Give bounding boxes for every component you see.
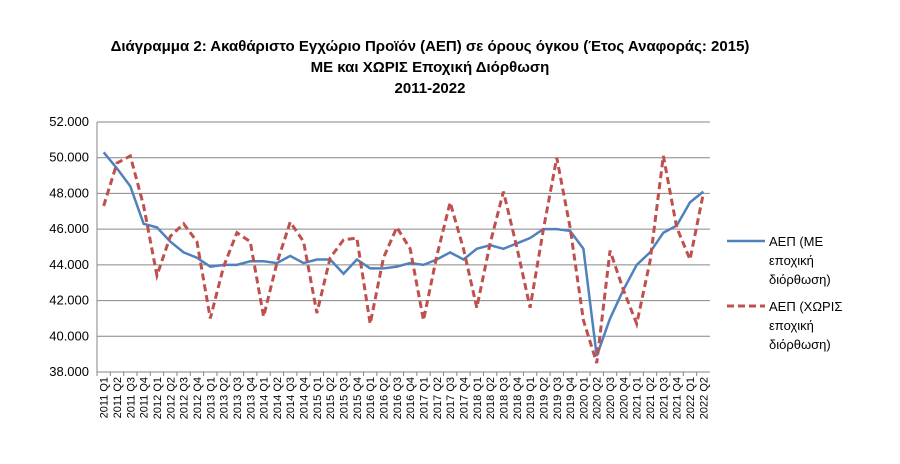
legend-label: ΑΕΠ (ΧΩΡΙΣ εποχική διόρθωση)	[769, 299, 843, 352]
x-tick-label: 2013 Q4	[245, 377, 257, 419]
x-tick-label: 2022 Q1	[685, 377, 697, 419]
legend-swatch	[727, 239, 765, 243]
x-tick-label: 2017 Q2	[432, 377, 444, 419]
x-tick-label: 2016 Q3	[392, 377, 404, 419]
legend-label: ΑΕΠ (ΜΕ εποχική διόρθωση)	[769, 234, 831, 287]
y-tick-label: 50.000	[49, 150, 89, 165]
x-tick-label: 2018 Q1	[472, 377, 484, 419]
y-tick-label: 38.000	[49, 364, 89, 379]
x-tick-label: 2018 Q4	[512, 377, 524, 419]
x-tick-label: 2011 Q2	[112, 377, 124, 418]
x-tick-label: 2022 Q2	[698, 377, 710, 419]
x-tick-label: 2015 Q4	[352, 377, 364, 419]
x-tick-label: 2021 Q3	[658, 377, 670, 419]
x-tick-label: 2011 Q3	[125, 377, 137, 418]
x-tick-label: 2016 Q4	[405, 377, 417, 419]
legend-swatch	[727, 304, 765, 308]
x-tick-label: 2020 Q3	[605, 377, 617, 419]
x-tick-label: 2012 Q4	[192, 377, 204, 419]
x-tick-label: 2019 Q3	[552, 377, 564, 419]
y-tick-label: 44.000	[49, 257, 89, 272]
x-tick-label: 2020 Q2	[592, 377, 604, 419]
chart-title: 2011-2022	[395, 80, 466, 97]
x-tick-label: 2014 Q4	[299, 377, 311, 419]
x-tick-label: 2013 Q2	[219, 377, 231, 419]
x-tick-label: 2017 Q3	[445, 377, 457, 419]
series-line	[102, 151, 705, 357]
x-tick-label: 2018 Q3	[498, 377, 510, 419]
x-tick-label: 2016 Q2	[379, 377, 391, 419]
x-tick-label: 2011 Q1	[99, 377, 111, 418]
x-tick-label: 2020 Q4	[618, 377, 630, 419]
x-tick-label: 2021 Q4	[672, 377, 684, 419]
x-tick-label: 2013 Q3	[232, 377, 244, 419]
chart-title: ΜΕ και ΧΩΡΙΣ Εποχική Διόρθωση	[311, 59, 550, 76]
legend-item: ΑΕΠ (ΧΩΡΙΣ εποχική διόρθωση)	[725, 297, 885, 354]
x-tick-label: 2017 Q1	[418, 377, 430, 419]
y-tick-label: 46.000	[49, 221, 89, 236]
x-tick-label: 2012 Q2	[165, 377, 177, 419]
x-tick-label: 2015 Q2	[325, 377, 337, 419]
chart-title: Διάγραμμα 2: Ακαθάριστο Εγχώριο Προϊόν (…	[111, 38, 750, 55]
x-tick-label: 2017 Q4	[458, 377, 470, 419]
x-tick-label: 2012 Q1	[152, 377, 164, 419]
x-tick-label: 2014 Q1	[259, 377, 271, 419]
x-tick-label: 2011 Q4	[139, 377, 151, 418]
y-tick-label: 48.000	[49, 185, 89, 200]
x-tick-label: 2019 Q2	[538, 377, 550, 419]
x-tick-label: 2019 Q4	[565, 377, 577, 419]
x-tick-label: 2014 Q2	[272, 377, 284, 419]
x-tick-label: 2014 Q3	[285, 377, 297, 419]
x-tick-label: 2013 Q1	[205, 377, 217, 419]
y-tick-label: 42.000	[49, 293, 89, 308]
x-tick-label: 2021 Q1	[632, 377, 644, 419]
legend-item: ΑΕΠ (ΜΕ εποχική διόρθωση)	[725, 232, 885, 289]
x-tick-label: 2016 Q1	[365, 377, 377, 419]
x-tick-label: 2019 Q1	[525, 377, 537, 419]
x-tick-label: 2021 Q2	[645, 377, 657, 419]
x-tick-label: 2015 Q3	[339, 377, 351, 419]
x-tick-label: 2012 Q3	[179, 377, 191, 419]
x-tick-label: 2020 Q1	[578, 377, 590, 419]
series-line	[102, 153, 705, 364]
y-tick-label: 40.000	[49, 328, 89, 343]
x-tick-label: 2015 Q1	[312, 377, 324, 419]
legend: ΑΕΠ (ΜΕ εποχική διόρθωση) ΑΕΠ (ΧΩΡΙΣ εποχ…	[725, 232, 885, 362]
y-tick-label: 52.000	[49, 114, 89, 129]
x-tick-label: 2018 Q2	[485, 377, 497, 419]
